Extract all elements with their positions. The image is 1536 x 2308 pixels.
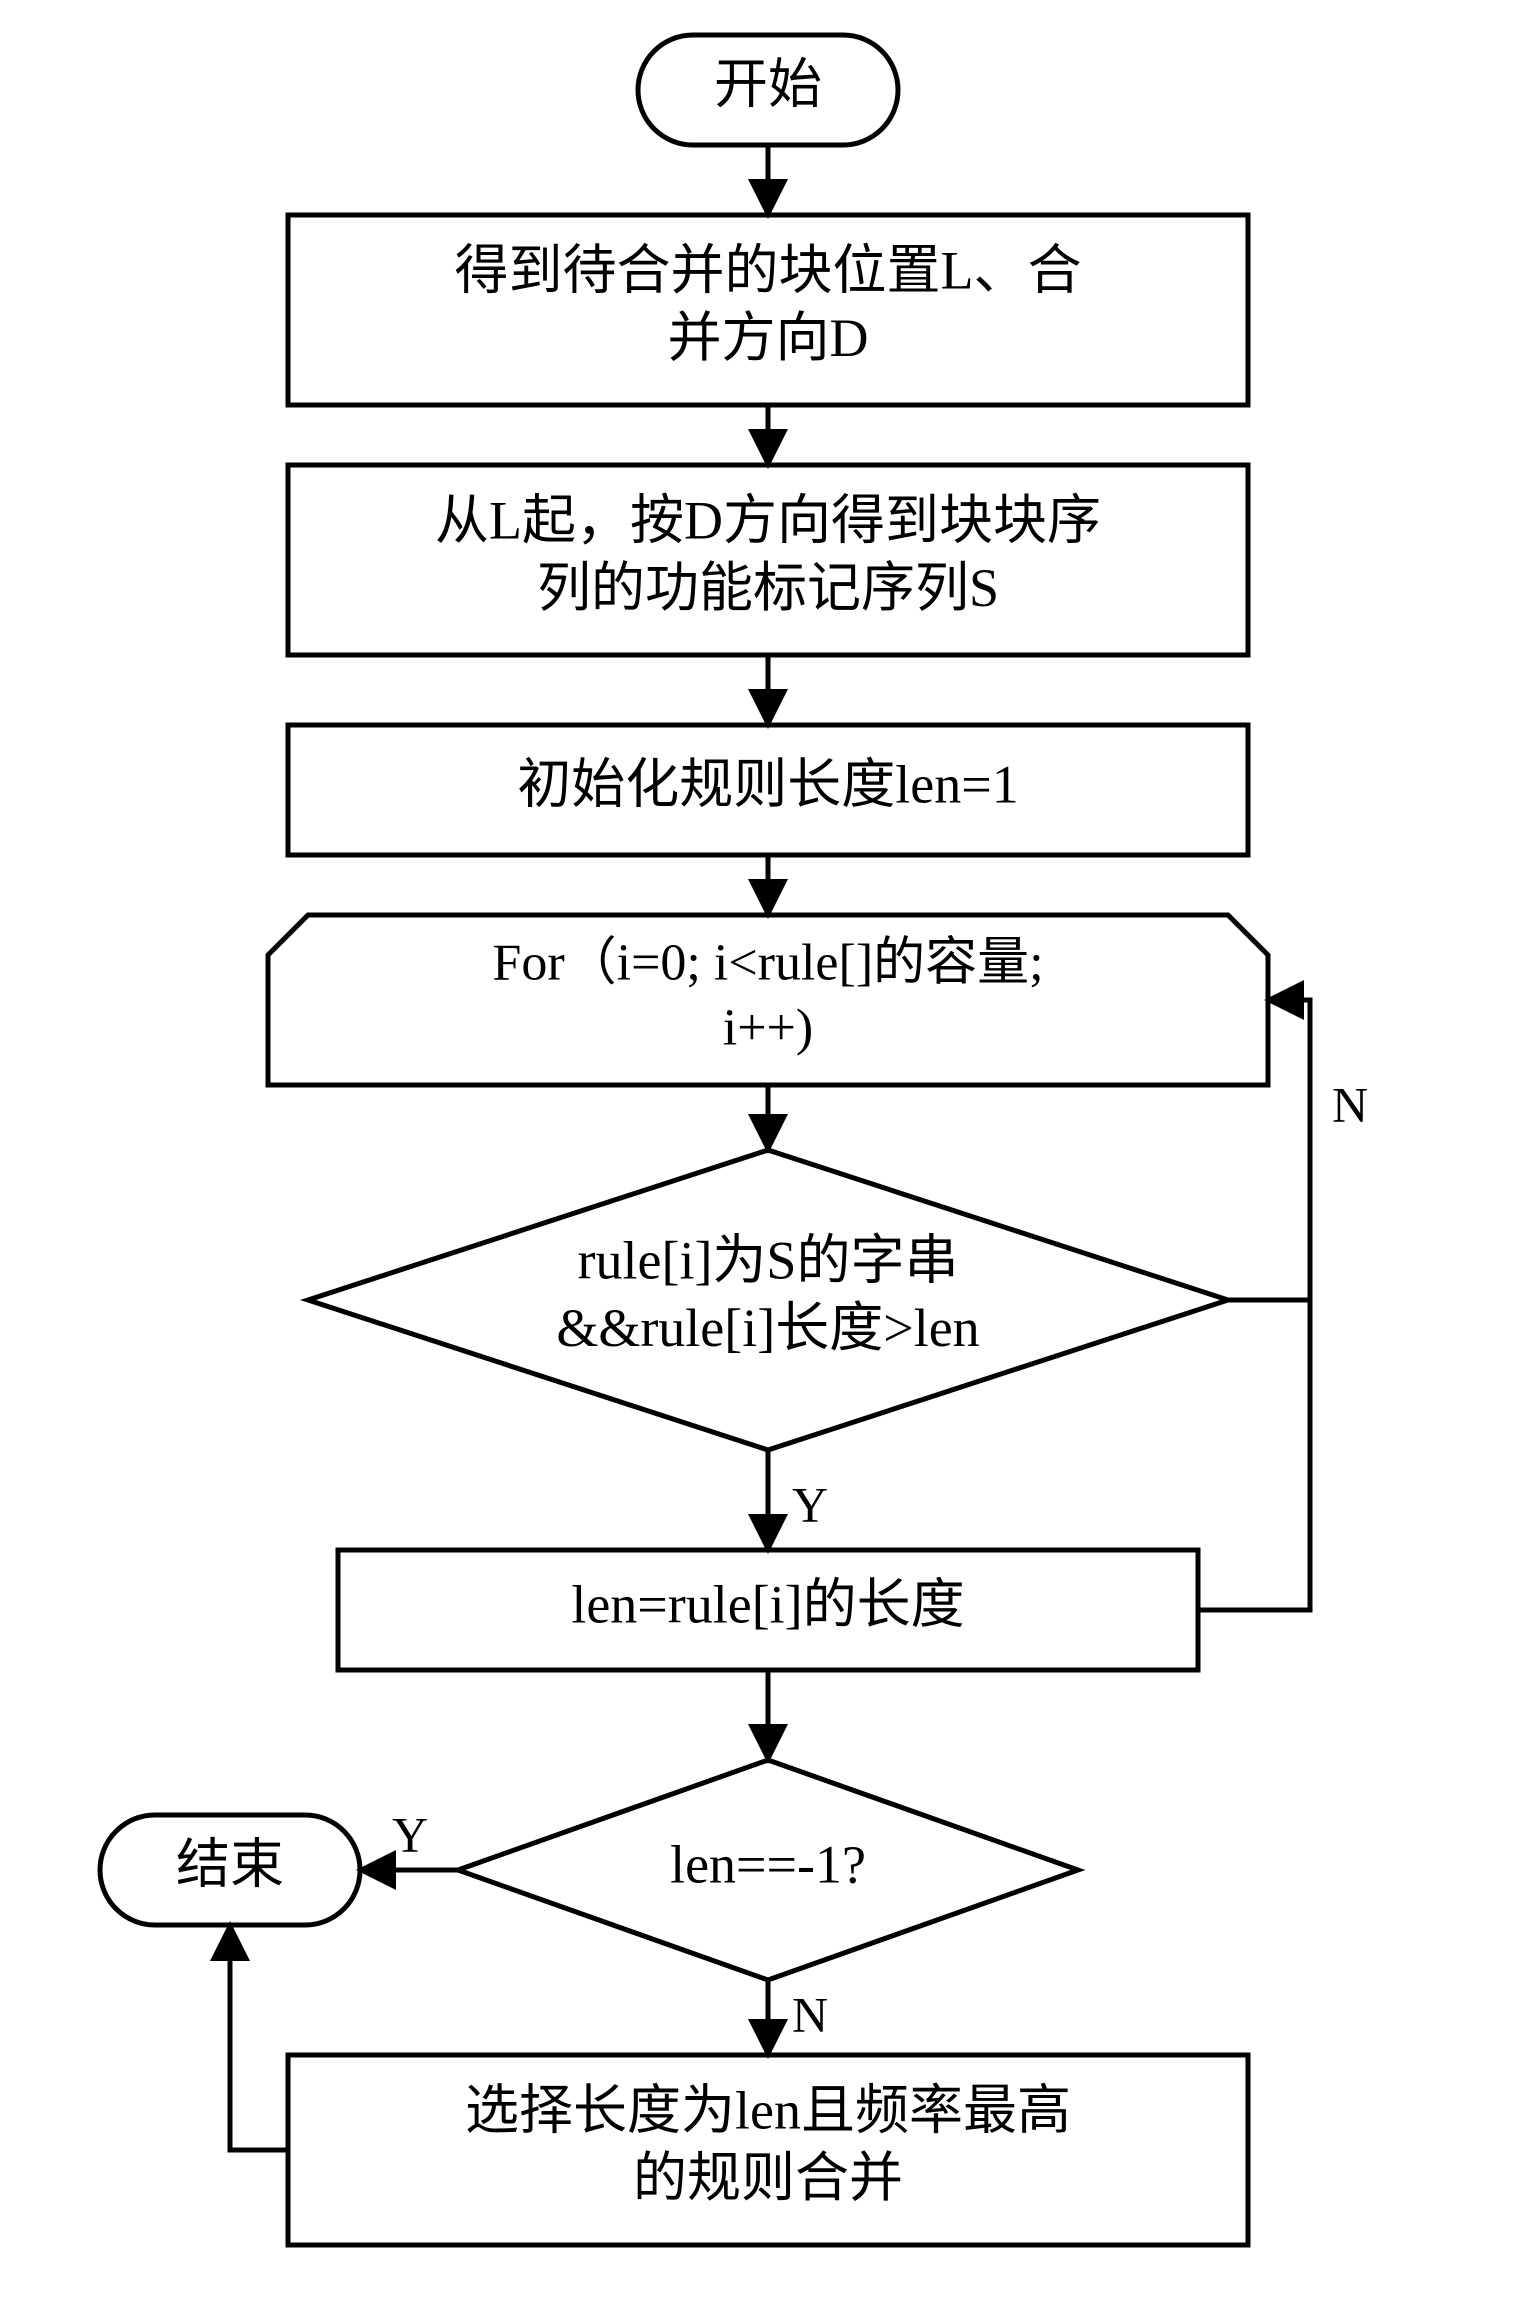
svg-text:开始: 开始	[714, 54, 822, 114]
svg-text:len==-1?: len==-1?	[670, 1834, 866, 1894]
node-n1-label: 得到待合并的块位置L、合并方向D	[455, 241, 1082, 369]
node-n3-label: 初始化规则长度len=1	[517, 754, 1018, 814]
edge-11	[230, 1925, 288, 2150]
flowchart-svg: 开始得到待合并的块位置L、合并方向D 从L起，按D方向得到块块序列的功能标记序列S…	[0, 0, 1536, 2308]
node-end-label: 结束	[176, 1834, 284, 1894]
svg-text:并方向D: 并方向D	[668, 308, 869, 368]
node-n6-label: 选择长度为len且频率最高的规则合并	[465, 2081, 1071, 2209]
svg-text:初始化规则长度len=1: 初始化规则长度len=1	[517, 754, 1018, 814]
svg-text:&&rule[i]长度>len: &&rule[i]长度>len	[556, 1298, 979, 1358]
node-start-label: 开始	[714, 54, 822, 114]
svg-text:len=rule[i]的长度: len=rule[i]的长度	[571, 1574, 964, 1634]
node-n5-label: len=rule[i]的长度	[571, 1574, 964, 1634]
node-n4-label: For（i=0; i<rule[]的容量; i++)	[492, 934, 1043, 1056]
edge-6-label: N	[1332, 1076, 1368, 1132]
svg-text:从L起，按D方向得到块块序: 从L起，按D方向得到块块序	[435, 491, 1101, 551]
svg-text:结束: 结束	[176, 1834, 284, 1894]
edge-9-label: Y	[392, 1806, 428, 1862]
svg-text:选择长度为len且频率最高: 选择长度为len且频率最高	[465, 2081, 1071, 2141]
svg-text:的规则合并: 的规则合并	[633, 2148, 903, 2208]
node-d2-label: len==-1?	[670, 1834, 866, 1894]
edge-10-label: N	[792, 1986, 828, 2042]
node-d1-label: rule[i]为S的字串 &&rule[i]长度>len	[556, 1231, 979, 1359]
svg-text:rule[i]为S的字串: rule[i]为S的字串	[578, 1231, 959, 1291]
svg-text:For（i=0; i<rule[]的容量;: For（i=0; i<rule[]的容量;	[492, 934, 1043, 991]
edge-5-label: Y	[792, 1476, 828, 1532]
svg-text:i++): i++)	[723, 999, 813, 1056]
svg-text:得到待合并的块位置L、合: 得到待合并的块位置L、合	[455, 241, 1082, 301]
node-n2-label: 从L起，按D方向得到块块序列的功能标记序列S	[435, 491, 1101, 619]
svg-text:列的功能标记序列S: 列的功能标记序列S	[537, 558, 999, 618]
edge-7	[1198, 1300, 1310, 1610]
